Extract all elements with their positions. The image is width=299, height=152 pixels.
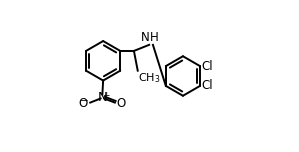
Text: N: N	[97, 91, 107, 104]
Text: Cl: Cl	[201, 79, 213, 92]
Text: O: O	[79, 97, 88, 110]
Text: N: N	[141, 31, 149, 44]
Text: CH$_3$: CH$_3$	[138, 71, 161, 85]
Text: −: −	[80, 96, 89, 106]
Text: Cl: Cl	[201, 60, 213, 73]
Text: O: O	[117, 97, 126, 110]
Text: H: H	[150, 31, 159, 44]
Text: +: +	[102, 91, 109, 100]
